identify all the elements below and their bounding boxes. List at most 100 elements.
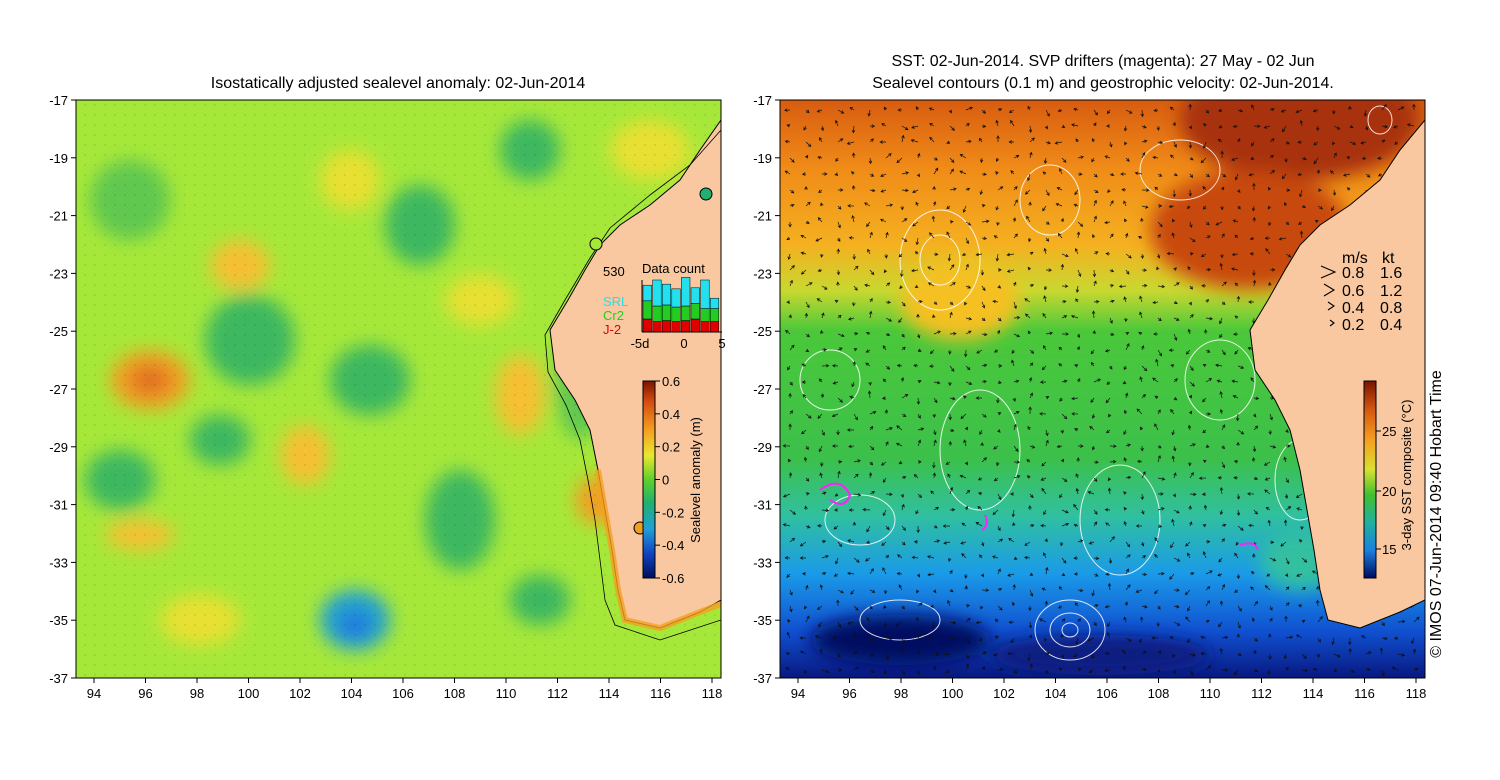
velocity-arrow (834, 172, 839, 176)
velocity-arrow (851, 125, 856, 134)
velocity-arrow (1236, 633, 1240, 639)
velocity-arrow (1278, 237, 1287, 241)
velocity-arrow (929, 123, 935, 127)
velocity-arrow (869, 605, 873, 610)
velocity-arrow (1232, 395, 1239, 399)
velocity-arrow (1221, 424, 1226, 431)
velocity-arrow (1029, 572, 1034, 576)
velocity-arrow (803, 125, 807, 131)
velocity-arrow (865, 349, 871, 353)
velocity-arrow (1109, 299, 1115, 304)
velocity-arrow (1106, 109, 1111, 115)
velocity-arrow (805, 109, 810, 114)
velocity-arrow (993, 445, 999, 450)
velocity-arrow (866, 540, 871, 544)
velocity-arrow (1233, 332, 1239, 336)
velocity-arrow (913, 363, 919, 368)
velocity-arrow (822, 172, 828, 176)
velocity-arrow (901, 503, 905, 511)
velocity-arrow (949, 301, 954, 305)
velocity-arrow (1189, 314, 1194, 319)
velocity-arrow (1268, 653, 1272, 660)
velocity-arrow (965, 285, 972, 289)
velocity-arrow (931, 621, 936, 629)
velocity-arrow (949, 428, 955, 433)
velocity-arrow (1264, 477, 1271, 481)
velocity-arrow (1188, 301, 1192, 306)
velocity-arrow (949, 168, 954, 175)
velocity-arrow (851, 214, 855, 223)
velocity-arrow (848, 508, 855, 512)
velocity-arrow (1187, 552, 1191, 559)
velocity-arrow (1137, 235, 1143, 240)
velocity-arrow (1219, 317, 1223, 325)
velocity-arrow (1360, 635, 1367, 639)
velocity-arrow (1234, 282, 1239, 287)
velocity-arrow (883, 269, 888, 274)
velocity-arrow (1141, 604, 1148, 609)
velocity-arrow (853, 285, 858, 291)
velocity-arrow (799, 556, 806, 560)
velocity-arrow (1252, 269, 1256, 277)
velocity-arrow (1093, 556, 1100, 561)
velocity-arrow (995, 157, 1000, 162)
velocity-arrow (803, 669, 808, 674)
velocity-arrow (1011, 601, 1016, 607)
velocity-arrow (1151, 636, 1158, 640)
velocity-arrow (1312, 667, 1319, 672)
velocity-arrow (785, 651, 791, 656)
velocity-arrow (1172, 445, 1177, 452)
velocity-arrow (1012, 583, 1016, 591)
velocity-arrow (933, 525, 938, 529)
velocity-arrow (996, 461, 1000, 467)
velocity-arrow (1237, 365, 1245, 369)
velocity-arrow (1104, 220, 1111, 225)
velocity-arrow (1058, 586, 1063, 591)
velocity-arrow (1093, 173, 1098, 178)
velocity-arrow (1253, 425, 1259, 431)
velocity-arrow (899, 285, 903, 290)
velocity-arrow (885, 282, 891, 287)
velocity-arrow (1188, 394, 1193, 399)
velocity-arrow (1040, 477, 1047, 481)
velocity-arrow (853, 651, 858, 655)
velocity-arrow (915, 201, 919, 207)
velocity-arrow (1010, 170, 1015, 175)
velocity-arrow (901, 333, 905, 338)
velocity-arrow (949, 220, 954, 224)
velocity-arrow (964, 573, 968, 579)
velocity-arrow (960, 413, 967, 419)
velocity-arrow (1093, 573, 1099, 577)
velocity-arrow (917, 348, 922, 352)
y-tick-label: -33 (49, 555, 68, 570)
velocity-arrow (1123, 365, 1127, 371)
velocity-arrow (1381, 139, 1386, 143)
velocity-arrow (1269, 617, 1273, 623)
sla-map-panel: Isostatically adjusted sealevel anomaly:… (49, 75, 725, 701)
velocity-arrow (979, 637, 983, 642)
velocity-arrow (853, 348, 858, 352)
velocity-arrow (837, 653, 841, 658)
velocity-arrow (1029, 445, 1036, 449)
velocity-arrow (1249, 236, 1255, 241)
velocity-arrow (917, 633, 922, 639)
velocity-arrow (1093, 251, 1099, 255)
velocity-arrow (1205, 173, 1210, 178)
velocity-arrow (1109, 172, 1115, 177)
velocity-arrow (1198, 476, 1207, 480)
velocity-arrow (1284, 493, 1289, 499)
velocity-arrow (881, 396, 887, 400)
velocity-arrow (946, 205, 951, 210)
velocity-arrow (1104, 604, 1111, 609)
velocity-arrow (885, 203, 894, 207)
velocity-arrow (1298, 604, 1303, 608)
velocity-arrow (1059, 397, 1063, 402)
velocity-arrow (1093, 189, 1099, 193)
velocity-arrow (1365, 125, 1369, 131)
velocity-arrow (1073, 556, 1079, 560)
velocity-arrow (949, 264, 955, 271)
velocity-arrow (965, 365, 971, 371)
y-tick-label: -35 (753, 613, 772, 628)
velocity-arrow (943, 541, 951, 545)
velocity-arrow (1268, 633, 1272, 639)
